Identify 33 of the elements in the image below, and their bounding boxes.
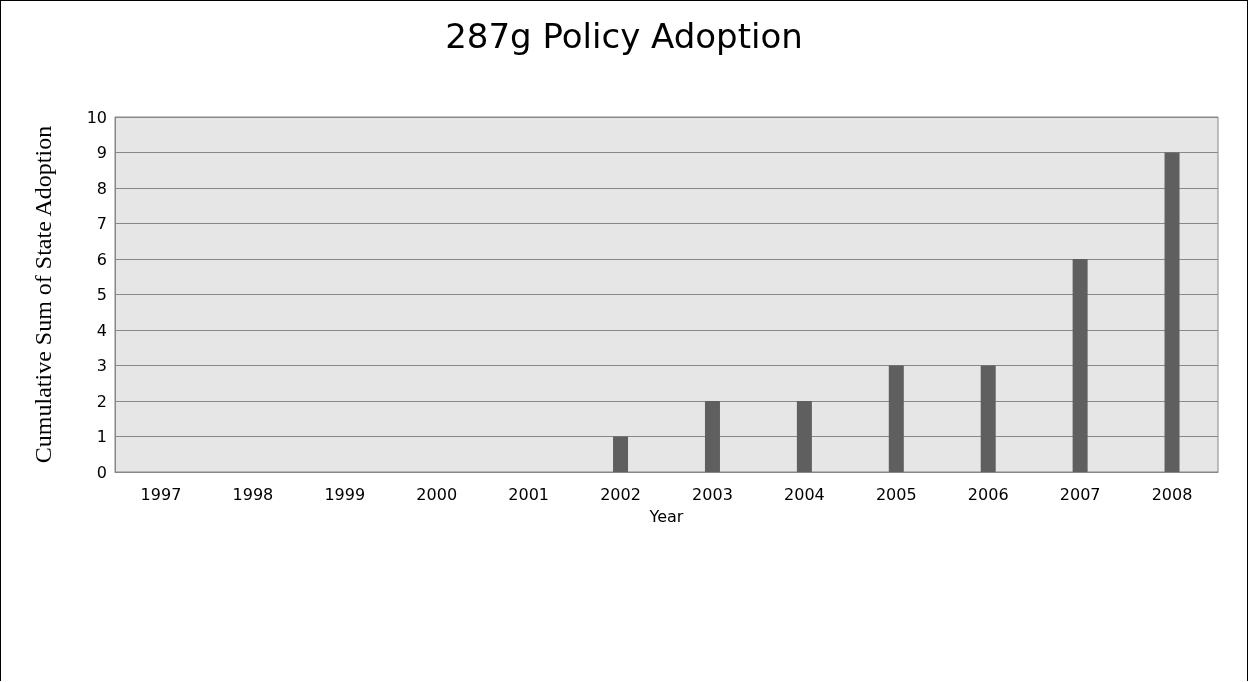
chart-title: 287g Policy Adoption <box>445 16 803 56</box>
x-axis-title: Year <box>648 506 684 526</box>
x-tick-label: 2002 <box>600 484 641 504</box>
y-tick-label: 0 <box>96 462 107 482</box>
bar <box>1072 259 1088 472</box>
bar <box>980 365 996 472</box>
x-tick-label: 2008 <box>1151 484 1193 504</box>
bar <box>796 401 812 472</box>
x-tick-label: 1999 <box>324 484 366 504</box>
x-tick-label: 2001 <box>508 484 549 504</box>
x-tick-label: 2007 <box>1059 484 1101 504</box>
y-tick-label: 10 <box>86 107 107 127</box>
y-tick-label: 6 <box>96 249 107 269</box>
y-tick-label: 8 <box>96 178 107 198</box>
y-tick-label: 5 <box>96 285 107 304</box>
x-tick-label: 2000 <box>416 484 458 504</box>
x-tick-label: 1998 <box>232 484 274 504</box>
y-tick-label: 4 <box>96 320 107 340</box>
y-tick-label: 1 <box>96 427 107 446</box>
y-tick-label: 2 <box>96 391 107 411</box>
y-tick-label: 3 <box>96 356 107 375</box>
x-tick-label: 2005 <box>875 484 917 504</box>
y-axis-title: Cumulative Sum of State Adoption <box>30 125 56 464</box>
x-tick-label: 2004 <box>784 484 825 504</box>
bar <box>704 401 720 472</box>
bar <box>613 436 629 472</box>
x-tick-label: 2006 <box>967 484 1009 504</box>
bar <box>888 365 904 472</box>
bar <box>1164 152 1180 472</box>
y-tick-label: 9 <box>96 143 107 162</box>
y-tick-label: 7 <box>96 214 107 233</box>
x-tick-label: 1997 <box>140 484 182 504</box>
x-tick-label: 2003 <box>692 484 733 504</box>
